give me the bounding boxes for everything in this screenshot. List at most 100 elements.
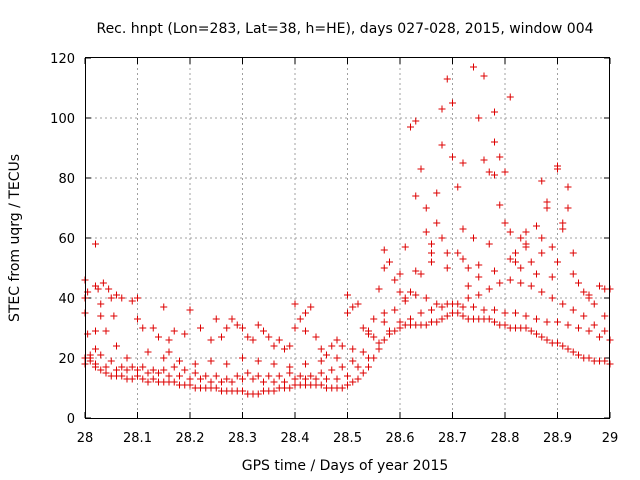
data-point <box>97 300 105 308</box>
data-point <box>380 246 388 254</box>
data-point <box>459 159 467 167</box>
data-point <box>522 240 530 248</box>
data-point <box>233 372 241 380</box>
data-point <box>181 330 189 338</box>
data-point <box>202 372 210 380</box>
data-point <box>212 384 220 392</box>
data-point <box>512 249 519 257</box>
data-point <box>496 153 504 161</box>
y-tick-label: 0 <box>67 412 75 427</box>
data-point <box>564 183 572 191</box>
data-point <box>149 324 157 332</box>
data-point <box>491 171 498 179</box>
data-point <box>412 291 420 299</box>
x-tick-label: 28.9 <box>543 431 572 446</box>
data-point <box>223 360 231 368</box>
data-point <box>386 327 393 335</box>
data-point <box>428 306 435 314</box>
data-point <box>165 336 173 344</box>
data-point <box>286 369 294 377</box>
data-point <box>333 375 341 383</box>
data-point <box>422 321 430 329</box>
data-point <box>559 342 567 350</box>
data-point <box>207 357 215 365</box>
data-point <box>543 336 551 344</box>
data-point <box>365 363 372 371</box>
data-point <box>212 315 220 323</box>
data-point <box>496 279 504 287</box>
data-point <box>344 381 351 389</box>
data-point <box>249 336 257 344</box>
data-point <box>527 258 535 266</box>
data-point <box>585 327 593 335</box>
data-point <box>149 375 157 383</box>
data-point <box>105 285 113 293</box>
data-point <box>527 327 535 335</box>
data-point <box>396 318 404 326</box>
data-point <box>99 279 107 287</box>
data-point <box>559 300 567 308</box>
data-point <box>422 228 430 236</box>
data-point <box>580 288 588 296</box>
data-point <box>344 291 351 299</box>
data-point <box>506 93 514 101</box>
data-point <box>422 294 430 302</box>
data-point <box>212 372 220 380</box>
data-point <box>349 357 357 365</box>
data-point <box>223 375 231 383</box>
data-point <box>118 372 126 380</box>
data-point <box>585 354 593 362</box>
data-point <box>92 345 99 353</box>
data-point <box>454 183 462 191</box>
data-point <box>407 123 414 131</box>
data-point <box>107 294 115 302</box>
data-point <box>191 369 199 377</box>
data-point <box>417 309 425 317</box>
data-point <box>401 243 409 251</box>
data-point <box>480 306 488 314</box>
data-point <box>538 333 546 341</box>
data-point <box>480 72 488 80</box>
data-point <box>491 318 498 326</box>
data-point <box>281 378 288 386</box>
data-point <box>254 357 262 365</box>
data-point <box>470 63 477 71</box>
data-point <box>449 99 456 107</box>
data-point <box>291 324 299 332</box>
data-point <box>233 321 241 329</box>
data-point <box>522 228 530 236</box>
data-point <box>359 369 367 377</box>
data-point <box>170 327 178 335</box>
data-point <box>391 276 399 284</box>
data-point <box>97 366 105 374</box>
data-point <box>485 315 493 323</box>
data-point <box>176 357 183 365</box>
data-point <box>239 324 246 332</box>
data-point <box>338 363 346 371</box>
data-point <box>302 360 309 368</box>
x-tick-label: 28.7 <box>438 431 467 446</box>
data-point <box>554 165 561 173</box>
data-point <box>286 363 294 371</box>
data-point <box>370 315 378 323</box>
data-point <box>244 369 252 377</box>
data-point <box>197 324 204 332</box>
data-point <box>491 138 498 146</box>
data-point <box>475 114 483 122</box>
data-point <box>160 354 168 362</box>
data-point <box>543 318 551 326</box>
x-tick-label: 28.3 <box>228 431 257 446</box>
data-point <box>548 243 556 251</box>
data-point <box>113 342 120 350</box>
data-point <box>412 117 420 125</box>
data-point <box>191 360 199 368</box>
data-point <box>569 270 577 278</box>
y-tick-label: 20 <box>58 352 75 367</box>
data-point <box>296 315 304 323</box>
data-point <box>375 285 383 293</box>
data-point <box>312 375 320 383</box>
data-point <box>517 234 525 242</box>
data-point <box>218 333 225 341</box>
data-point <box>428 258 435 266</box>
data-point <box>443 312 451 320</box>
